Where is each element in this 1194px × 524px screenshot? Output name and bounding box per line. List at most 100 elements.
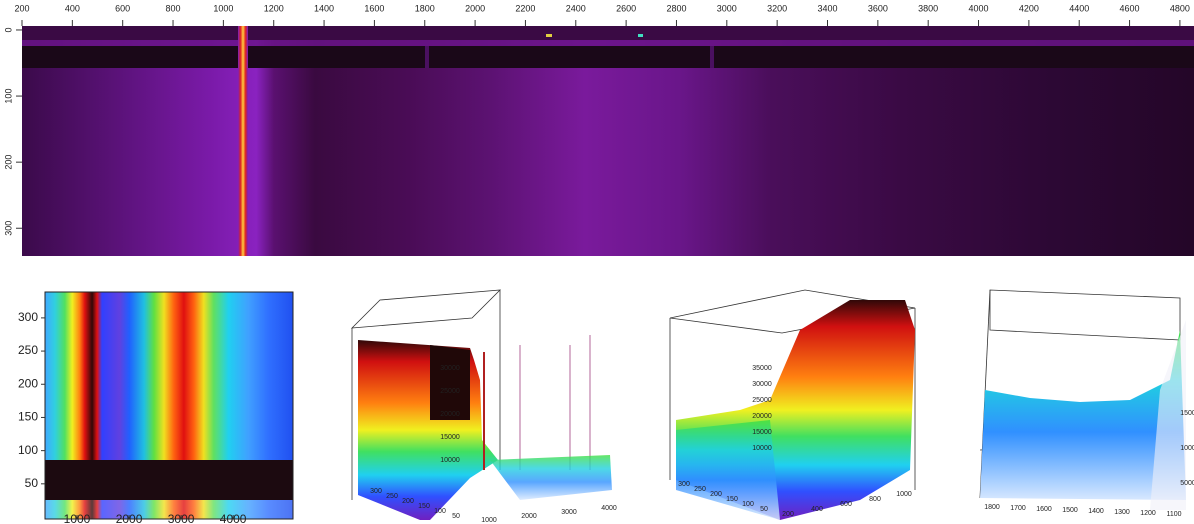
axis-label: 1000	[481, 517, 497, 524]
x-tick-label: 1200	[264, 3, 284, 13]
axis-label: 50	[452, 513, 460, 520]
y-tick-label: 300	[18, 310, 38, 324]
top-heatmap	[22, 26, 1194, 256]
axis-label: 100	[742, 501, 754, 508]
box-top	[990, 290, 1180, 340]
x-tick-label: 2600	[616, 3, 636, 13]
x-tick-label: 1600	[364, 3, 384, 13]
surface-1	[352, 290, 612, 520]
axis-label: 1300	[1114, 509, 1130, 516]
heatmap-band	[22, 46, 1194, 68]
axis-label: 20000	[752, 413, 772, 420]
axis-label: 10000	[752, 445, 772, 452]
axis-label: 300	[370, 488, 382, 495]
axis-label: 15000	[440, 434, 460, 441]
hot-spot	[638, 34, 643, 37]
hot-line	[238, 26, 248, 256]
y-tick-label: 100	[3, 89, 13, 104]
y-tick-label: 100	[18, 443, 38, 457]
x-tick-label: 2200	[515, 3, 535, 13]
x-tick-label: 4200	[1019, 3, 1039, 13]
hot-spot	[546, 34, 552, 37]
axis-label: 800	[869, 496, 881, 503]
axis-label: 5000	[1180, 480, 1194, 487]
x-tick-label: 2400	[566, 3, 586, 13]
axis-label: 1500	[1180, 410, 1194, 417]
heatmap-band	[22, 26, 1194, 40]
axis-label: 200	[402, 498, 414, 505]
x-tick-label: 2000	[465, 3, 485, 13]
x-tick-label: 1000	[64, 512, 91, 524]
axis-label: 35000	[752, 365, 772, 372]
surface-fill	[430, 345, 470, 420]
axis-label: 200	[710, 491, 722, 498]
axis-label: 1500	[1062, 507, 1078, 514]
axis-label: 30000	[752, 381, 772, 388]
x-tick-label: 1000	[213, 3, 233, 13]
axis-label: 1000	[1180, 445, 1194, 452]
axis-label: 400	[811, 506, 823, 513]
axis-label: 300	[678, 481, 690, 488]
x-tick-label: 3000	[717, 3, 737, 13]
axis-label: 600	[840, 501, 852, 508]
axis-label: 150	[726, 496, 738, 503]
x-tick-label: 4400	[1069, 3, 1089, 13]
y-tick-label: 50	[25, 476, 39, 490]
x-tick-label: 800	[166, 3, 181, 13]
x-tick-label: 200	[14, 3, 29, 13]
axis-label: 250	[694, 486, 706, 493]
axis-label: 1400	[1088, 508, 1104, 515]
map-body	[45, 292, 293, 460]
y-tick-label: 300	[3, 221, 13, 236]
x-tick-label: 400	[65, 3, 80, 13]
axis-label: 1000	[896, 491, 912, 498]
x-tick-label: 4600	[1120, 3, 1140, 13]
heatmap-band	[710, 46, 714, 68]
y-tick-label: 200	[18, 376, 38, 390]
x-tick-label: 3600	[868, 3, 888, 13]
x-tick-label: 1400	[314, 3, 334, 13]
axis-label: 50	[760, 506, 768, 513]
axis-label: 250	[386, 493, 398, 500]
axis-label: 15000	[752, 429, 772, 436]
axis-label: 30000	[440, 365, 460, 372]
x-tick-label: 3000	[168, 512, 195, 524]
x-tick-label: 2000	[116, 512, 143, 524]
axis-label: 200	[782, 511, 794, 518]
x-tick-label: 600	[115, 3, 130, 13]
x-tick-label: 4000	[969, 3, 989, 13]
y-tick-label: 0	[3, 27, 13, 32]
y-tick-label: 250	[18, 343, 38, 357]
map-band	[45, 460, 293, 500]
axis-label: 100	[434, 508, 446, 515]
axis-label: 10000	[440, 457, 460, 464]
surface-fill	[490, 455, 612, 500]
x-tick-label: 3400	[817, 3, 837, 13]
map-2d	[45, 292, 293, 519]
y-tick-label: 150	[18, 410, 38, 424]
axis-label: 20000	[440, 411, 460, 418]
axis-label: 4000	[601, 505, 617, 512]
x-tick-label: 2800	[666, 3, 686, 13]
axis-label: 3000	[561, 509, 577, 516]
heatmap-band	[425, 46, 429, 68]
axis-label: 150	[418, 503, 430, 510]
x-tick-label: 1800	[415, 3, 435, 13]
x-tick-label: 3800	[918, 3, 938, 13]
surface-3	[980, 290, 1186, 510]
spectra-view: 2004006008001000120014001600180020002200…	[0, 0, 1194, 524]
axis-label: 1700	[1010, 505, 1026, 512]
x-tick-label: 3200	[767, 3, 787, 13]
heatmap-band	[22, 40, 1194, 46]
axis-label: 1800	[984, 504, 1000, 511]
axis-label: 1600	[1036, 506, 1052, 513]
box-top	[352, 290, 500, 328]
axis-label: 25000	[440, 388, 460, 395]
x-tick-label: 4000	[220, 512, 247, 524]
axis-label: 1100	[1166, 511, 1181, 518]
surface-2	[670, 290, 915, 520]
axis-label: 25000	[752, 397, 772, 404]
axis-label: 1200	[1140, 510, 1156, 517]
x-tick-label: 4800	[1170, 3, 1190, 13]
y-tick-label: 200	[3, 155, 13, 170]
